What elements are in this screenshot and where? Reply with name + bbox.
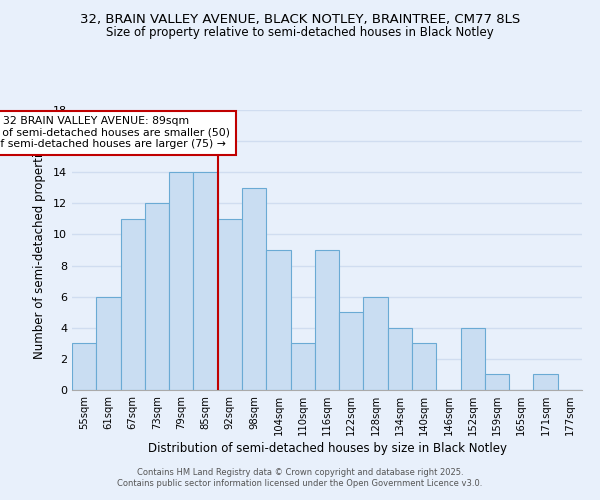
Bar [96,296,121,390]
Text: Contains HM Land Registry data © Crown copyright and database right 2025.
Contai: Contains HM Land Registry data © Crown c… [118,468,482,487]
Text: 32, BRAIN VALLEY AVENUE, BLACK NOTLEY, BRAINTREE, CM77 8LS: 32, BRAIN VALLEY AVENUE, BLACK NOTLEY, B… [80,12,520,26]
Bar [72,344,96,390]
Bar [412,344,436,390]
Y-axis label: Number of semi-detached properties: Number of semi-detached properties [33,140,46,360]
Bar [193,172,218,390]
Bar [218,219,242,390]
Bar [315,250,339,390]
Bar [121,219,145,390]
Bar [169,172,193,390]
Bar [461,328,485,390]
Bar [388,328,412,390]
Bar [290,344,315,390]
Bar [485,374,509,390]
Text: Size of property relative to semi-detached houses in Black Notley: Size of property relative to semi-detach… [106,26,494,39]
Bar [533,374,558,390]
Bar [145,204,169,390]
Bar [266,250,290,390]
X-axis label: Distribution of semi-detached houses by size in Black Notley: Distribution of semi-detached houses by … [148,442,506,455]
Bar [339,312,364,390]
Bar [364,296,388,390]
Bar [242,188,266,390]
Text: 32 BRAIN VALLEY AVENUE: 89sqm
← 39% of semi-detached houses are smaller (50)
59%: 32 BRAIN VALLEY AVENUE: 89sqm ← 39% of s… [0,116,230,150]
